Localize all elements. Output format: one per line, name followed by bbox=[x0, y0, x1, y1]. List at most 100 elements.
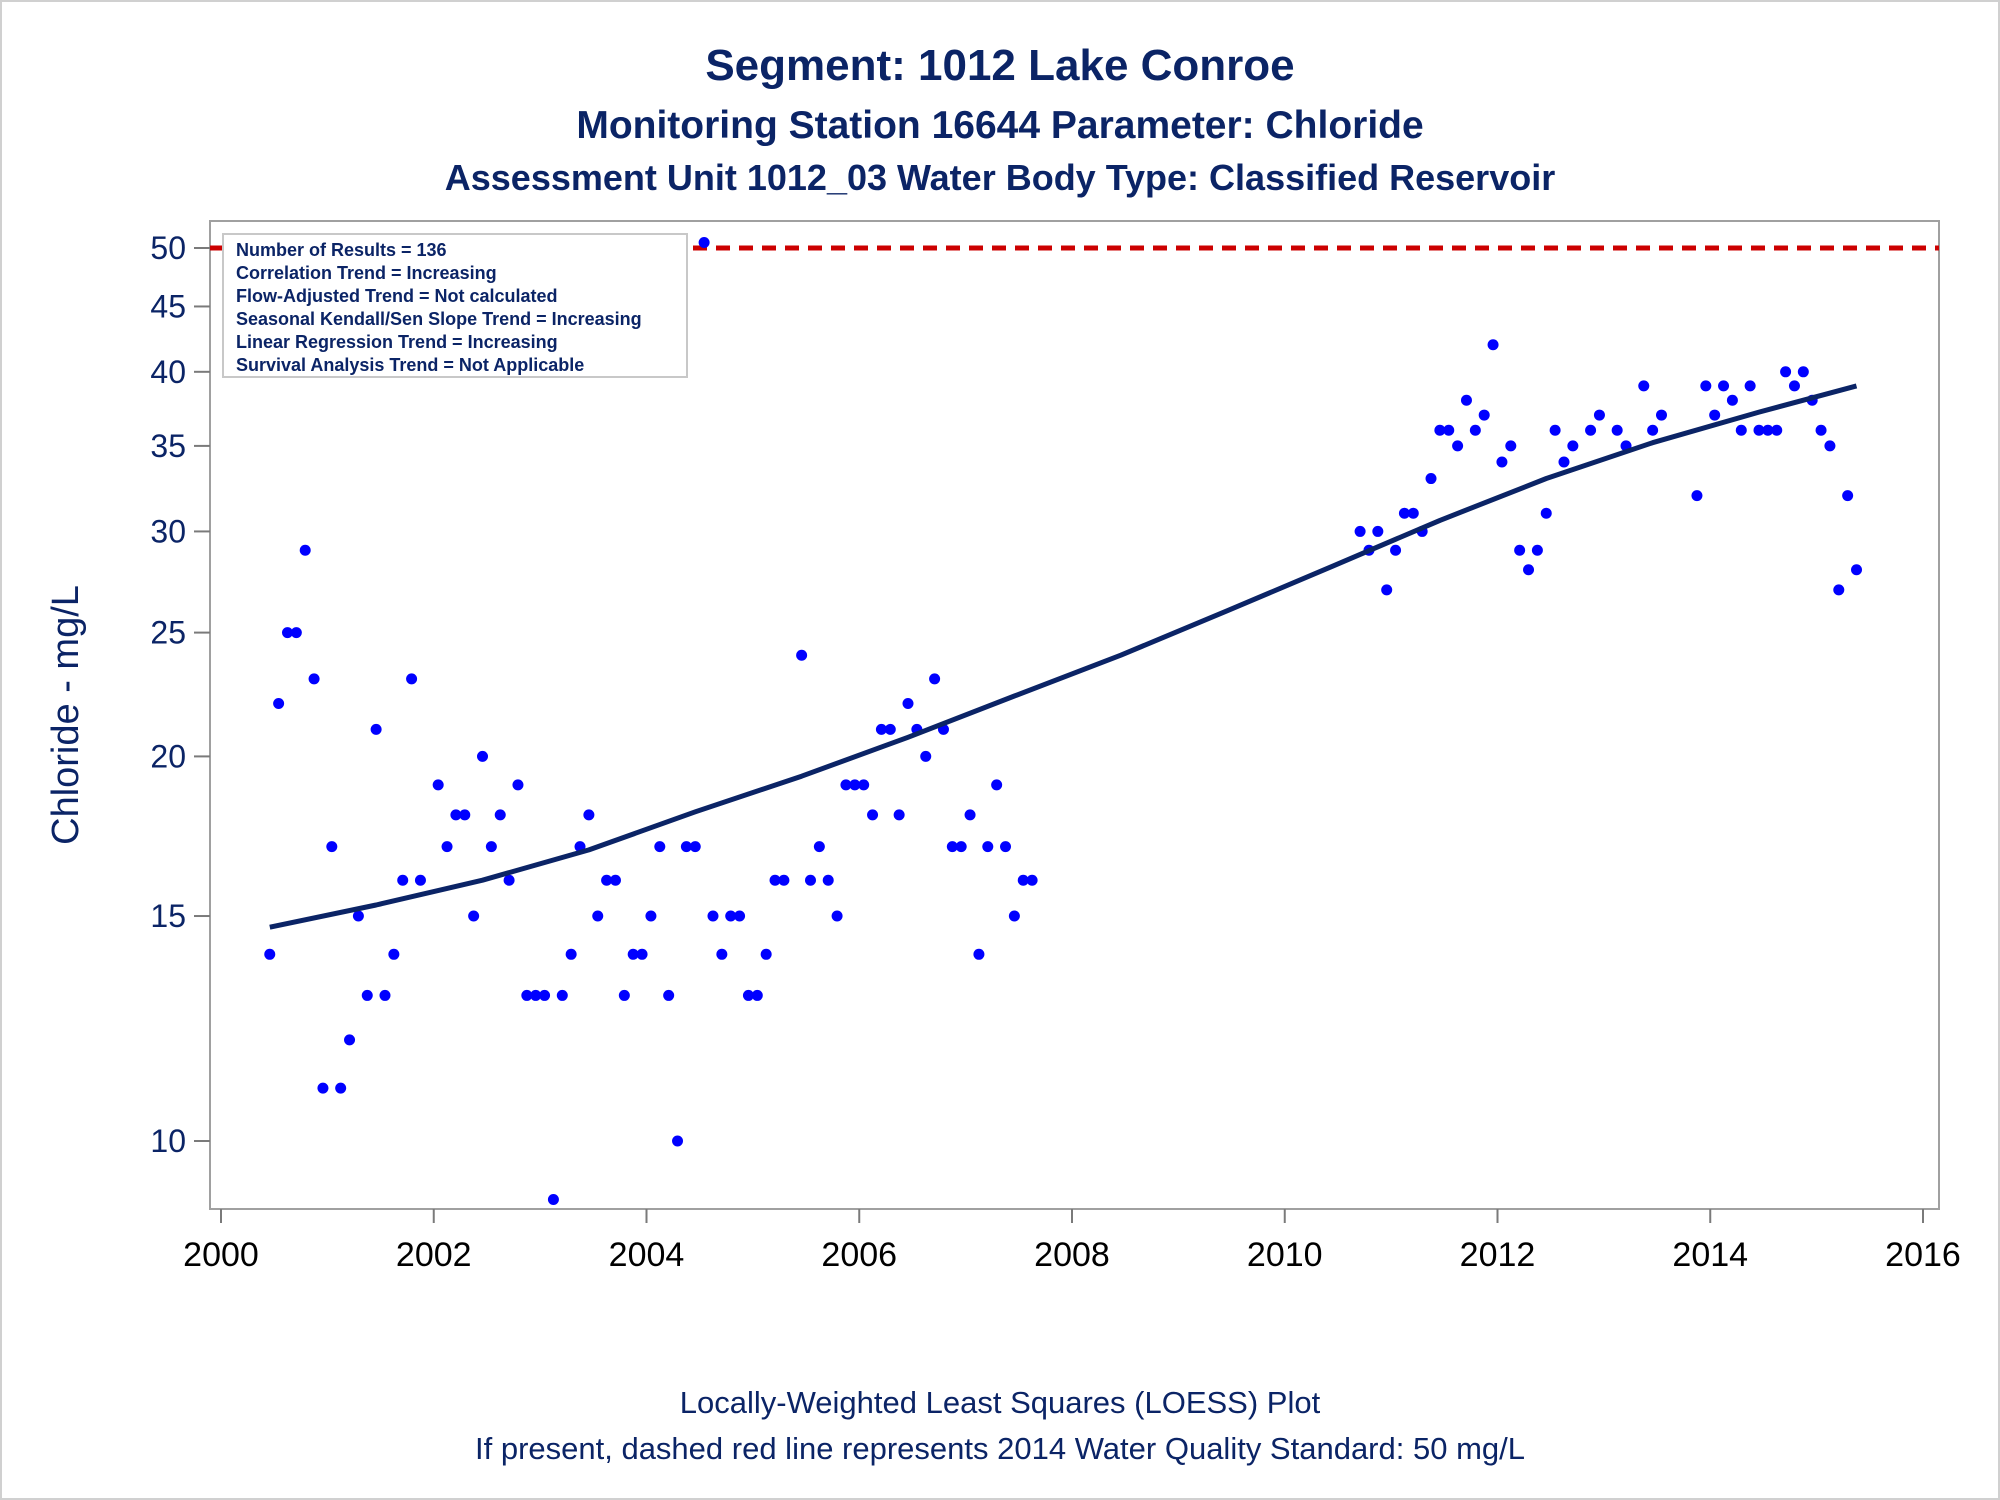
inset-line-correlation: Correlation Trend = Increasing bbox=[236, 263, 497, 283]
data-point bbox=[1398, 507, 1410, 519]
data-point bbox=[1567, 440, 1579, 452]
data-point bbox=[618, 989, 630, 1001]
data-point bbox=[982, 841, 994, 853]
data-point bbox=[352, 910, 364, 922]
data-point bbox=[1390, 544, 1402, 556]
data-point bbox=[432, 779, 444, 791]
data-point bbox=[609, 874, 621, 886]
data-point bbox=[822, 874, 834, 886]
data-point bbox=[707, 910, 719, 922]
data-point bbox=[441, 841, 453, 853]
data-point bbox=[1505, 440, 1517, 452]
data-point bbox=[902, 698, 914, 710]
trend-summary-box: Number of Results = 136 Correlation Tren… bbox=[222, 233, 688, 378]
loess-curve bbox=[269, 383, 1858, 930]
data-point bbox=[645, 910, 657, 922]
data-point bbox=[1824, 440, 1836, 452]
x-tick-label: 2012 bbox=[1460, 1236, 1536, 1274]
data-point bbox=[654, 841, 666, 853]
data-point bbox=[1647, 424, 1659, 436]
y-tick-label: 10 bbox=[150, 1123, 186, 1159]
data-point bbox=[1354, 525, 1366, 537]
data-point bbox=[335, 1082, 347, 1094]
data-point bbox=[769, 874, 781, 886]
data-point bbox=[742, 989, 754, 1001]
data-point bbox=[1460, 394, 1472, 406]
data-point bbox=[530, 989, 542, 1001]
data-point bbox=[290, 627, 302, 639]
data-point bbox=[680, 841, 692, 853]
data-point bbox=[946, 841, 958, 853]
data-point bbox=[734, 910, 746, 922]
data-point bbox=[867, 809, 879, 821]
y-tick-label: 35 bbox=[150, 428, 186, 464]
data-point bbox=[299, 544, 311, 556]
data-point bbox=[1523, 564, 1535, 576]
data-point bbox=[804, 874, 816, 886]
data-point bbox=[893, 809, 905, 821]
loess-curve-group bbox=[269, 383, 1858, 930]
data-point bbox=[1788, 380, 1800, 392]
data-point bbox=[512, 779, 524, 791]
data-point bbox=[308, 673, 320, 685]
data-point bbox=[1691, 490, 1703, 502]
data-point bbox=[539, 989, 551, 1001]
data-point bbox=[1797, 366, 1809, 378]
data-point bbox=[929, 673, 941, 685]
data-point bbox=[1833, 584, 1845, 596]
data-point bbox=[1008, 910, 1020, 922]
data-point bbox=[1753, 424, 1765, 436]
data-point bbox=[281, 627, 293, 639]
data-point bbox=[1017, 874, 1029, 886]
data-point bbox=[326, 841, 338, 853]
data-point bbox=[1496, 456, 1508, 468]
data-point bbox=[565, 948, 577, 960]
y-tick-label: 40 bbox=[150, 354, 186, 390]
data-point bbox=[556, 989, 568, 1001]
data-points bbox=[264, 236, 1863, 1205]
data-point bbox=[955, 841, 967, 853]
data-point bbox=[494, 809, 506, 821]
data-point bbox=[760, 948, 772, 960]
data-point bbox=[1026, 874, 1038, 886]
data-point bbox=[344, 1034, 356, 1046]
data-point bbox=[317, 1082, 329, 1094]
inset-line-linear-regression: Linear Regression Trend = Increasing bbox=[236, 332, 558, 352]
data-point bbox=[636, 948, 648, 960]
data-point bbox=[663, 989, 675, 1001]
data-point bbox=[1726, 394, 1738, 406]
data-point bbox=[875, 723, 887, 735]
data-point bbox=[459, 809, 471, 821]
data-point bbox=[778, 874, 790, 886]
data-point bbox=[583, 809, 595, 821]
x-tick-label: 2004 bbox=[609, 1236, 685, 1274]
footnote-standard: If present, dashed red line represents 2… bbox=[475, 1431, 1525, 1466]
data-point bbox=[1407, 507, 1419, 519]
data-point bbox=[672, 1135, 684, 1147]
x-tick-label: 2014 bbox=[1672, 1236, 1748, 1274]
data-point bbox=[1815, 424, 1827, 436]
y-axis: 10 15 20 25 30 35 40 45 50 bbox=[150, 230, 210, 1159]
data-point bbox=[716, 948, 728, 960]
data-point bbox=[884, 723, 896, 735]
data-point bbox=[698, 236, 710, 248]
x-tick-label: 2006 bbox=[821, 1236, 897, 1274]
inset-line-survival-analysis: Survival Analysis Trend = Not Applicable bbox=[236, 355, 584, 375]
data-point bbox=[379, 989, 391, 1001]
data-point bbox=[468, 910, 480, 922]
data-point bbox=[361, 989, 373, 1001]
data-point bbox=[1452, 440, 1464, 452]
data-point bbox=[521, 989, 533, 1001]
data-point bbox=[264, 948, 276, 960]
data-point bbox=[964, 809, 976, 821]
data-point bbox=[725, 910, 737, 922]
y-tick-label: 25 bbox=[150, 615, 186, 651]
data-point bbox=[1434, 424, 1446, 436]
data-point bbox=[1718, 380, 1730, 392]
data-point bbox=[592, 910, 604, 922]
y-tick-label: 20 bbox=[150, 738, 186, 774]
data-point bbox=[1851, 564, 1863, 576]
data-point bbox=[1469, 424, 1481, 436]
y-tick-label: 15 bbox=[150, 898, 186, 934]
